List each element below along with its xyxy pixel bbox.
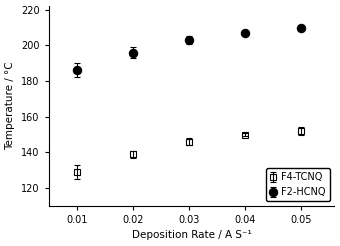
X-axis label: Deposition Rate / A S⁻¹: Deposition Rate / A S⁻¹ bbox=[132, 231, 252, 240]
Y-axis label: Temperature / °C: Temperature / °C bbox=[5, 62, 16, 150]
Legend: F4-TCNQ, F2-HCNQ: F4-TCNQ, F2-HCNQ bbox=[266, 168, 329, 201]
